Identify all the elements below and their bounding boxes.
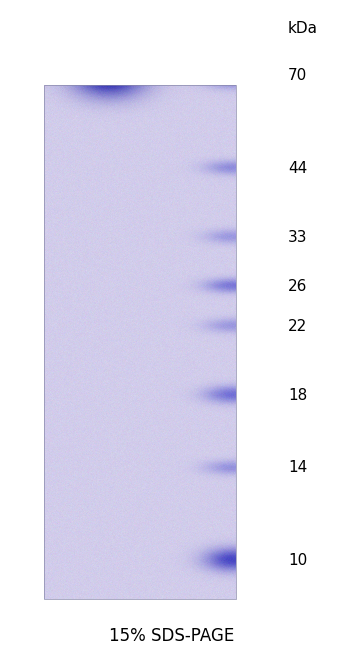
Text: 18: 18	[288, 388, 307, 403]
Bar	[44, 85, 236, 599]
Text: 10: 10	[288, 553, 307, 567]
Text: 33: 33	[288, 230, 308, 244]
Text: 15% SDS-PAGE: 15% SDS-PAGE	[109, 627, 234, 645]
Text: 26: 26	[288, 279, 307, 294]
Text: 14: 14	[288, 461, 307, 475]
Text: 44: 44	[288, 161, 307, 175]
Text: 70: 70	[288, 69, 307, 83]
Text: kDa: kDa	[288, 21, 318, 36]
Text: 22: 22	[288, 319, 307, 333]
